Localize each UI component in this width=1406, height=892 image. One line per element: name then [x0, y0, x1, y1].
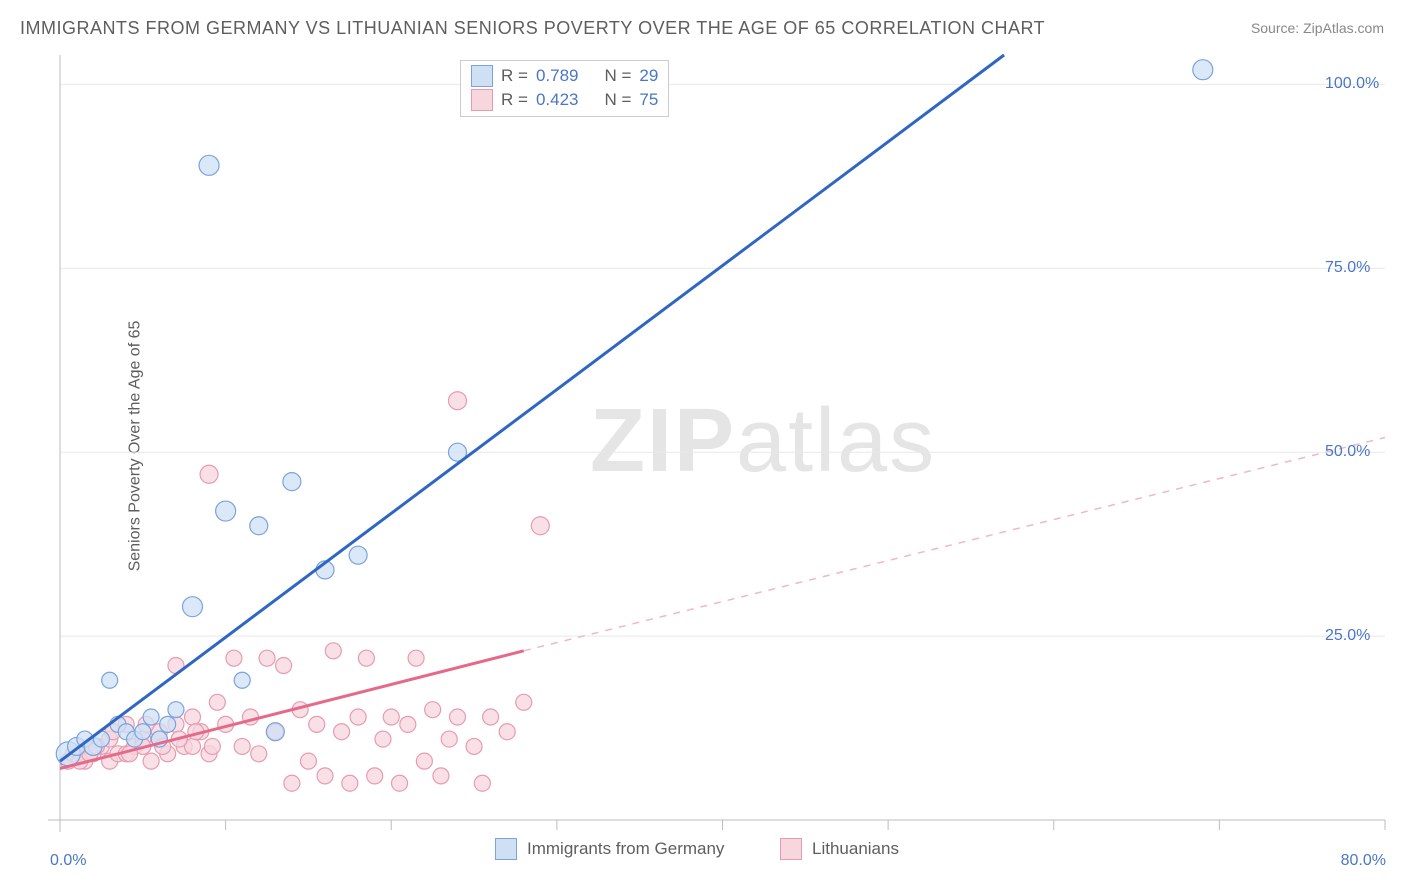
y-tick-label: 50.0%	[1325, 443, 1370, 461]
legend-series-1: Lithuanians	[780, 838, 899, 860]
chart-container: IMMIGRANTS FROM GERMANY VS LITHUANIAN SE…	[0, 0, 1406, 892]
n-label: N =	[604, 90, 631, 110]
gridlines	[60, 84, 1385, 636]
legend-swatch	[471, 65, 493, 87]
r-label: R =	[501, 90, 528, 110]
legend-swatch	[495, 838, 517, 860]
legend-stats: R = 0.789 N = 29 R = 0.423 N = 75	[460, 60, 669, 117]
chart-svg	[0, 0, 1406, 892]
x-end-label: 80.0%	[1341, 852, 1386, 870]
n-value: 75	[639, 90, 658, 110]
y-tick-label: 100.0%	[1325, 75, 1379, 93]
trend-lines	[60, 55, 1385, 769]
r-value: 0.789	[536, 66, 579, 86]
n-value: 29	[639, 66, 658, 86]
legend-swatch	[780, 838, 802, 860]
legend-stat-row: R = 0.423 N = 75	[471, 88, 658, 112]
n-label: N =	[604, 66, 631, 86]
r-value: 0.423	[536, 90, 579, 110]
legend-stat-row: R = 0.789 N = 29	[471, 64, 658, 88]
y-tick-label: 25.0%	[1325, 627, 1370, 645]
x-ticks	[60, 820, 1385, 830]
legend-swatch	[471, 89, 493, 111]
legend-series-0: Immigrants from Germany	[495, 838, 724, 860]
legend-label: Lithuanians	[812, 839, 899, 859]
x-start-label: 0.0%	[50, 852, 86, 870]
r-label: R =	[501, 66, 528, 86]
legend-label: Immigrants from Germany	[527, 839, 724, 859]
y-tick-label: 75.0%	[1325, 259, 1370, 277]
